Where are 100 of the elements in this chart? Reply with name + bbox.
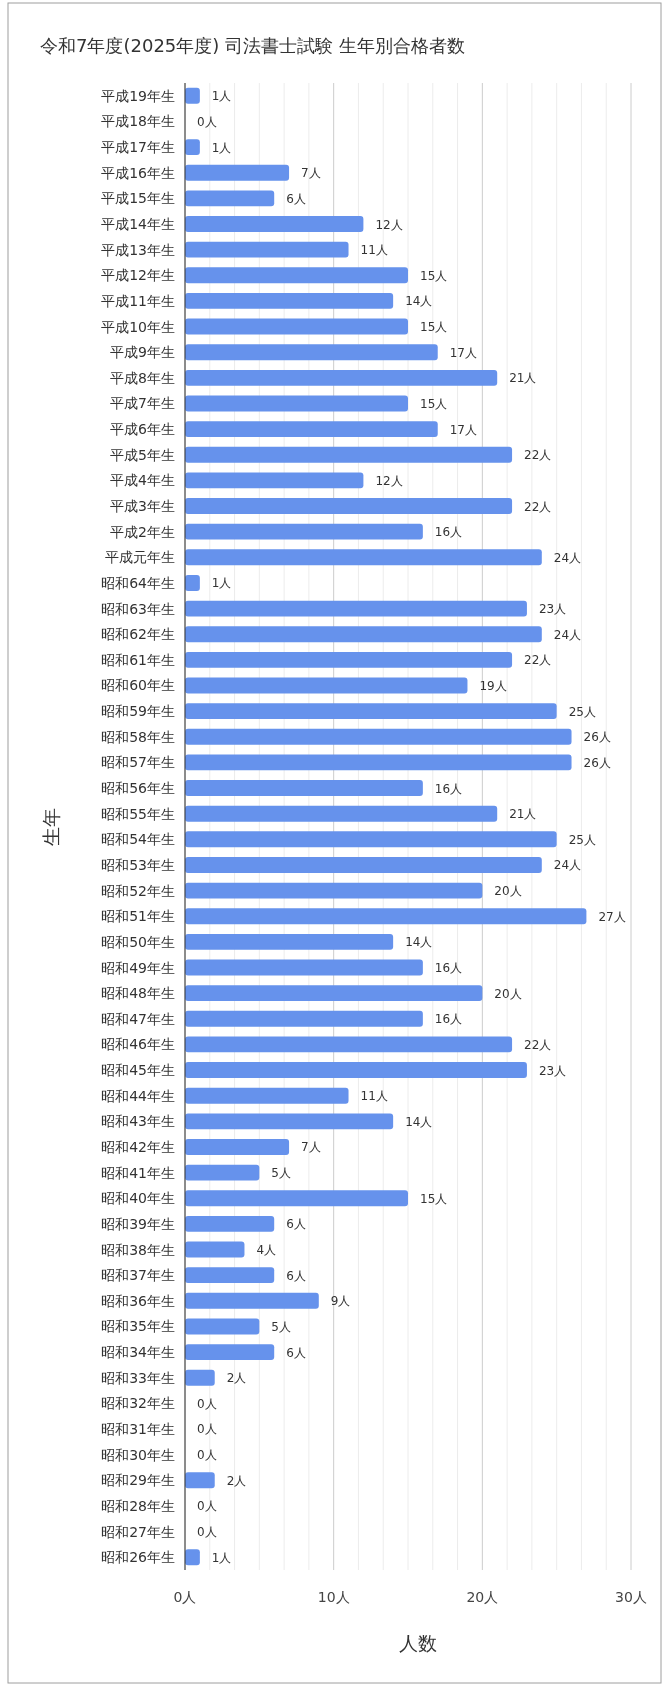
bar [185,1139,290,1155]
data-label: 22人 [524,1037,552,1052]
y-tick-label: 平成11年生 [101,292,175,309]
data-label: 16人 [434,525,463,540]
y-tick-label: 昭和35年生 [101,1318,175,1335]
x-tick-label: 30人 [615,1589,647,1605]
y-tick-label: 平成8年生 [110,369,175,386]
data-label: 0人 [197,1422,217,1437]
data-label: 7人 [301,1140,321,1155]
y-tick-label: 昭和40年生 [101,1190,175,1207]
bar [185,626,542,643]
data-label: 25人 [568,704,596,719]
data-label: 6人 [286,1345,306,1360]
data-label: 14人 [405,935,433,950]
bar [185,216,364,232]
bar [185,523,423,540]
data-label: 2人 [226,1473,247,1488]
data-label: 5人 [271,1166,291,1181]
data-label: 14人 [405,1114,433,1129]
bar [185,1241,245,1258]
y-tick-label: 昭和26年生 [101,1549,175,1566]
y-tick-label: 昭和30年生 [101,1446,175,1463]
bar [185,908,587,925]
y-tick-label: 昭和37年生 [101,1267,175,1284]
y-tick-label: 平成5年生 [110,446,175,463]
bar [185,1369,215,1386]
bar [185,1190,408,1207]
y-tick-label: 平成13年生 [101,241,175,258]
data-label: 26人 [583,730,611,745]
data-label: 12人 [375,473,403,488]
y-tick-label: 平成4年生 [110,472,175,489]
y-tick-label: 昭和36年生 [101,1292,175,1309]
y-tick-label: 昭和53年生 [101,856,175,873]
data-label: 0人 [197,1396,217,1411]
bar [185,549,542,566]
data-label: 6人 [286,1268,306,1283]
data-label: 11人 [360,1089,388,1104]
bar [185,857,542,873]
y-tick-label: 昭和32年生 [101,1395,175,1412]
y-tick-label: 昭和46年生 [101,1036,175,1053]
y-tick-label: 昭和31年生 [101,1420,175,1437]
y-tick-label: 平成3年生 [110,498,175,515]
data-label: 12人 [375,217,403,232]
bar [185,882,483,899]
y-tick-label: 昭和47年生 [101,1010,175,1027]
data-label: 24人 [553,550,582,565]
y-tick-label: 昭和55年生 [101,805,175,822]
bar [185,959,423,976]
data-label: 15人 [420,320,448,335]
y-axis-title: 生年 [40,807,62,846]
bar [185,87,200,104]
y-tick-label: 昭和34年生 [101,1344,175,1361]
y-tick-label: 平成18年生 [101,113,175,130]
y-tick-label: 昭和41年生 [101,1164,175,1181]
data-label: 4人 [256,1243,277,1258]
y-tick-label: 平成6年生 [110,421,175,438]
bar [185,1010,423,1027]
y-tick-label: 平成19年生 [101,87,175,104]
data-label: 0人 [197,114,217,129]
bar [185,677,468,694]
y-tick-label: 平成14年生 [101,216,175,233]
data-label: 15人 [420,1191,448,1206]
bar [185,267,408,284]
data-label: 1人 [211,89,232,104]
y-tick-label: 昭和27年生 [101,1523,175,1540]
data-label: 22人 [524,448,552,463]
data-label: 16人 [434,961,463,976]
bar [185,1062,527,1079]
data-label: 21人 [509,807,537,822]
data-label: 5人 [271,1319,291,1334]
data-label: 9人 [330,1294,351,1309]
bar [185,831,557,848]
bar [185,344,438,361]
x-tick-label: 10人 [317,1589,350,1605]
data-label: 21人 [509,371,537,386]
bar [185,190,275,207]
y-tick-label: 平成17年生 [101,139,175,156]
y-tick-label: 昭和54年生 [101,831,175,848]
data-label: 19人 [479,678,507,693]
bar [185,805,498,822]
y-tick-label: 平成9年生 [110,344,175,361]
chart-title: 令和7年度(2025年度) 司法書士試験 生年別合格者数 [40,35,465,56]
data-label: 2人 [226,1371,247,1386]
data-label: 6人 [286,1217,306,1232]
bar [185,574,200,591]
bar [185,1036,513,1053]
bar [185,395,408,412]
bar [185,318,408,335]
data-label: 15人 [420,396,448,411]
bar [185,1318,260,1335]
x-tick-label: 20人 [466,1589,499,1605]
bar [185,446,513,463]
data-label: 23人 [538,602,567,617]
y-tick-label: 昭和45年生 [101,1062,175,1079]
data-label: 20人 [494,986,522,1001]
bar [185,1215,275,1232]
y-tick-label: 昭和43年生 [101,1113,175,1130]
bar [185,728,572,745]
bar [185,241,349,258]
bar [185,600,527,617]
